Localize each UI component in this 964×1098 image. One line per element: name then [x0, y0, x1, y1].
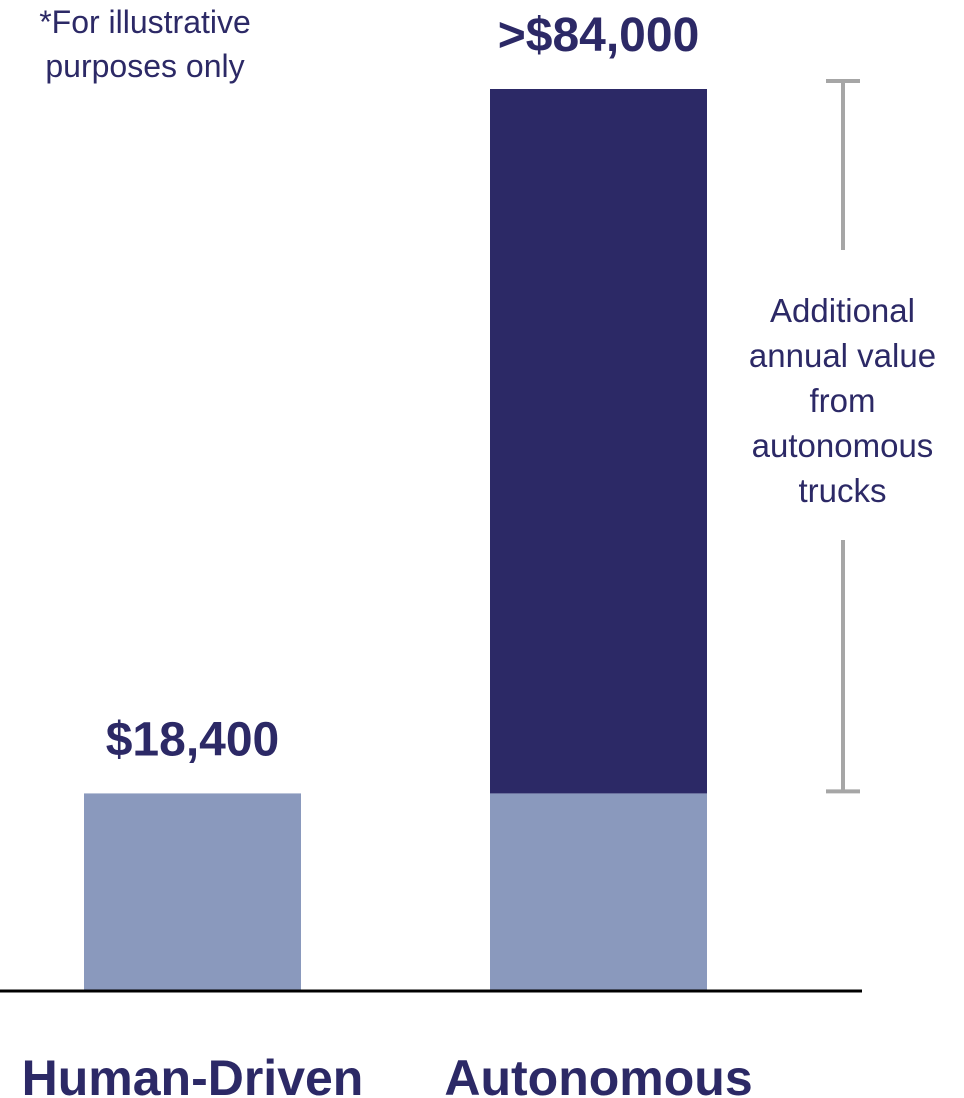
- bar-human-driven-seg0: [84, 793, 301, 991]
- bracket: [826, 79, 860, 794]
- bars-group: [84, 89, 707, 991]
- illustrative-note: *For illustrative purposes only: [39, 4, 251, 84]
- data-label: >$84,000: [498, 9, 700, 62]
- bar-autonomous-seg0: [490, 793, 707, 991]
- labels-group: $18,400 Human-Driven >$84,000 Autonomous: [22, 9, 753, 1098]
- data-label: $18,400: [106, 713, 280, 766]
- category-label: Human-Driven: [22, 1050, 364, 1098]
- bracket-label: Additional annual value from autonomous …: [748, 292, 937, 509]
- bar-autonomous-seg1: [490, 89, 707, 794]
- category-label: Autonomous: [444, 1050, 752, 1098]
